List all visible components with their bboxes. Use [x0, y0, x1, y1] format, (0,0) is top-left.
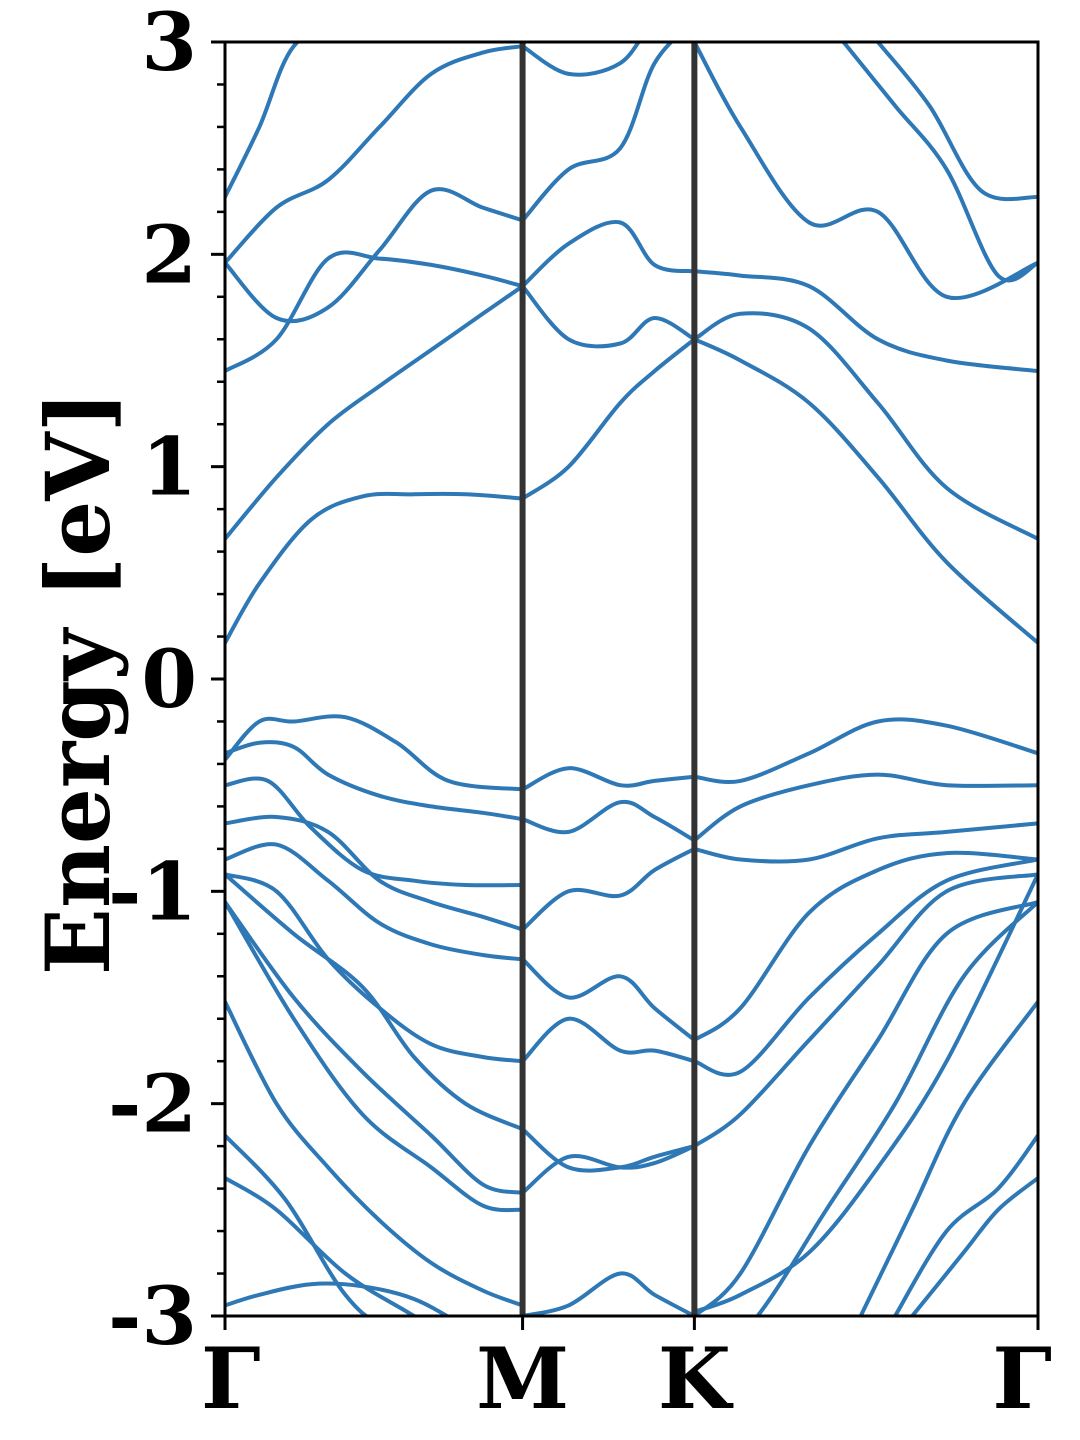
band-line-14 — [225, 284, 525, 541]
band-line-23 — [520, 957, 697, 1042]
band-line-19 — [520, 1271, 697, 1316]
high-symmetry-lines — [519, 42, 698, 1316]
band-line-10 — [225, 776, 525, 888]
y-axis-label: Energy [eV] — [26, 391, 130, 975]
band-line-28 — [520, 284, 697, 349]
y-tick-label--1: -1 — [108, 844, 197, 938]
band-line-5 — [225, 900, 525, 1195]
y-tick-label--2: -2 — [108, 1057, 197, 1151]
band-line-41 — [858, 999, 1038, 1316]
band-line-15 — [225, 250, 525, 374]
band-line-4 — [225, 900, 525, 1213]
band-line-22 — [520, 1016, 697, 1064]
band-line-40 — [755, 900, 1038, 1316]
band-line-27 — [520, 337, 697, 501]
band-line-47 — [692, 42, 1038, 301]
band-line-17 — [225, 44, 525, 265]
band-line-24 — [520, 846, 697, 932]
band-line-16 — [225, 187, 525, 324]
y-tick-label-2: 2 — [141, 207, 197, 301]
band-line-46 — [692, 269, 1038, 374]
x-tick-label-2: K — [658, 1329, 734, 1428]
y-tick-label-1: 1 — [141, 420, 197, 514]
band-line-13 — [225, 491, 525, 645]
band-line-1 — [225, 1176, 418, 1316]
band-line-35 — [692, 850, 1038, 1042]
band-line-36 — [692, 821, 1038, 864]
band-line-49 — [875, 42, 1038, 202]
band-line-29 — [520, 219, 697, 289]
y-ticks: -3 -2 -1 0 1 2 3 — [108, 0, 225, 1363]
band-line-37 — [692, 772, 1038, 843]
band-line-18 — [225, 42, 301, 199]
band-line-7 — [225, 872, 525, 1064]
band-line-12 — [225, 714, 525, 792]
band-line-25 — [520, 799, 697, 843]
band-line-39 — [692, 900, 1038, 1316]
band-line-3 — [225, 999, 525, 1308]
band-line-43 — [910, 1176, 1038, 1316]
band-line-21 — [520, 1127, 697, 1173]
band-line-26 — [520, 766, 697, 792]
band-line-32 — [692, 872, 1038, 1314]
band-line-48 — [841, 42, 1038, 283]
band-line-9 — [225, 814, 525, 932]
x-tick-label-3: Γ — [992, 1329, 1052, 1428]
series-layer — [225, 42, 1038, 1316]
band-line-2 — [225, 1133, 370, 1316]
y-tick-label--3: -3 — [108, 1269, 197, 1363]
band-line-33 — [692, 872, 1038, 1149]
band-line-38 — [692, 717, 1038, 784]
band-line-31 — [520, 42, 641, 77]
band-line-30 — [520, 42, 674, 223]
band-line-8 — [225, 842, 525, 962]
x-tick-label-1: M — [476, 1329, 569, 1428]
band-line-42 — [893, 1133, 1038, 1316]
x-tick-label-0: Γ — [201, 1329, 261, 1428]
y-tick-label-3: 3 — [141, 0, 197, 89]
band-line-44 — [692, 337, 1038, 645]
band-line-45 — [692, 311, 1038, 541]
band-line-34 — [692, 857, 1038, 1077]
band-line-11 — [225, 740, 525, 822]
y-tick-label-0: 0 — [141, 632, 197, 726]
